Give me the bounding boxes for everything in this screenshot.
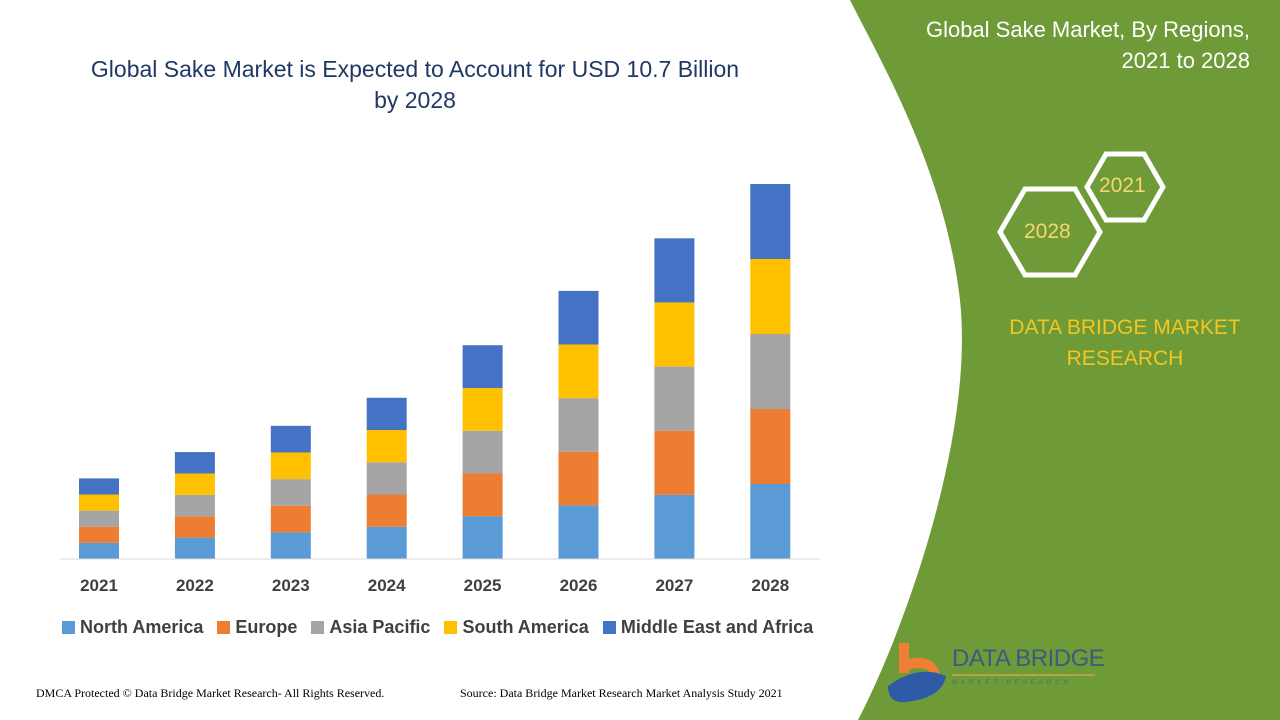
bar-2024-middle-east-and-africa — [366, 397, 407, 431]
legend-item: Europe — [217, 617, 297, 638]
brand-line-1: DATA BRIDGE MARKET — [1009, 316, 1241, 339]
legend-item: South America — [444, 617, 589, 638]
legend-item: Asia Pacific — [311, 617, 430, 638]
plot-area — [79, 184, 791, 559]
x-tick-label: 2022 — [175, 576, 214, 595]
title-line-1: Global Sake Market is Expected to Accoun… — [90, 56, 740, 82]
bar-2023-asia-pacific — [270, 479, 311, 506]
bar-2021-north-america — [79, 542, 119, 559]
legend-label: Asia Pacific — [329, 617, 431, 637]
bar-2028-europe — [750, 409, 791, 484]
logo-text: DATA BRIDGE — [952, 645, 1105, 672]
bar-2025-south-america — [462, 387, 503, 431]
logo-icon — [888, 643, 1095, 703]
bar-2022-south-america — [174, 473, 215, 495]
bar-2027-south-america — [654, 302, 695, 367]
bar-2025-europe — [462, 473, 503, 517]
bar-2026-asia-pacific — [558, 398, 599, 452]
legend-swatch — [311, 621, 325, 634]
bar-2026-south-america — [558, 344, 599, 399]
legend-item: Middle East and Africa — [602, 617, 814, 638]
legend-label: North America — [80, 617, 204, 637]
bar-2022-europe — [174, 516, 215, 538]
legend-item: North America — [62, 617, 203, 638]
bar-2027-middle-east-and-africa — [654, 238, 695, 303]
legend-swatch — [444, 621, 458, 634]
bar-2027-asia-pacific — [654, 366, 695, 431]
bar-2027-europe — [654, 430, 695, 495]
chart-title: Global Sake Market is Expected to Accoun… — [40, 54, 790, 116]
bar-2024-asia-pacific — [366, 462, 407, 495]
bar-2022-middle-east-and-africa — [174, 452, 215, 474]
logo-subtext: MARKET RESEARCH — [952, 680, 1072, 686]
legend-label: South America — [462, 617, 589, 637]
bar-2025-asia-pacific — [462, 430, 503, 474]
title-line-2: by 2028 — [374, 87, 456, 113]
x-tick-label: 2026 — [559, 576, 598, 595]
x-tick-label: 2028 — [751, 576, 790, 595]
bar-2022-asia-pacific — [174, 494, 215, 517]
bar-2028-asia-pacific — [750, 334, 791, 409]
x-tick-label: 2024 — [367, 576, 406, 595]
bar-2025-middle-east-and-africa — [462, 345, 503, 388]
x-tick-label: 2021 — [80, 576, 118, 595]
bar-2023-north-america — [270, 532, 311, 559]
bar-2028-south-america — [750, 259, 791, 334]
bar-2028-middle-east-and-africa — [750, 184, 791, 259]
bar-2024-north-america — [366, 526, 407, 559]
footer-source: Source: Data Bridge Market Research Mark… — [460, 686, 783, 700]
bar-2026-middle-east-and-africa — [558, 290, 599, 345]
bar-2021-middle-east-and-africa — [79, 478, 119, 495]
x-tick-label: 2023 — [271, 576, 310, 595]
x-tick-label: 2027 — [655, 576, 694, 595]
bar-2026-north-america — [558, 505, 599, 559]
bar-2024-south-america — [366, 430, 407, 463]
hexagon-2021 — [1084, 151, 1166, 223]
x-tick-label: 2025 — [463, 576, 502, 595]
bar-2023-south-america — [270, 452, 311, 480]
bar-2028-north-america — [750, 484, 791, 559]
hexagon-2028 — [997, 186, 1103, 278]
hex-label-2021: 2021 — [1099, 174, 1146, 197]
legend-label: Europe — [235, 617, 298, 637]
bar-2027-north-america — [654, 494, 695, 559]
side-panel — [850, 0, 1280, 720]
legend: North America Europe Asia Pacific South Ame… — [62, 617, 813, 638]
bar-2023-europe — [270, 505, 311, 533]
footer-copyright: DMCA Protected © Data Bridge Market Rese… — [36, 686, 385, 700]
bar-2021-europe — [79, 526, 119, 543]
bar-2023-middle-east-and-africa — [270, 425, 311, 453]
bar-2022-north-america — [174, 537, 215, 559]
bar-2026-europe — [558, 451, 599, 506]
brand-line-2: RESEARCH — [1066, 347, 1184, 370]
bar-2024-europe — [366, 494, 407, 527]
side-panel-title: Global Sake Market, By Regions, 2021 to … — [850, 14, 1250, 76]
bar-2021-asia-pacific — [79, 510, 119, 527]
hex-label-2028: 2028 — [1024, 220, 1071, 243]
bar-2021-south-america — [79, 494, 119, 511]
side-title-line-1: Global Sake Market, By Regions, — [925, 17, 1250, 42]
brand-text: DATA BRIDGE MARKET RESEARCH — [985, 312, 1265, 374]
legend-label: Middle East and Africa — [620, 617, 814, 637]
bar-2025-north-america — [462, 516, 503, 559]
legend-swatch — [217, 621, 231, 634]
side-title-line-2: 2021 to 2028 — [1121, 48, 1250, 73]
legend-swatch — [602, 621, 616, 634]
legend-swatch — [62, 621, 75, 634]
